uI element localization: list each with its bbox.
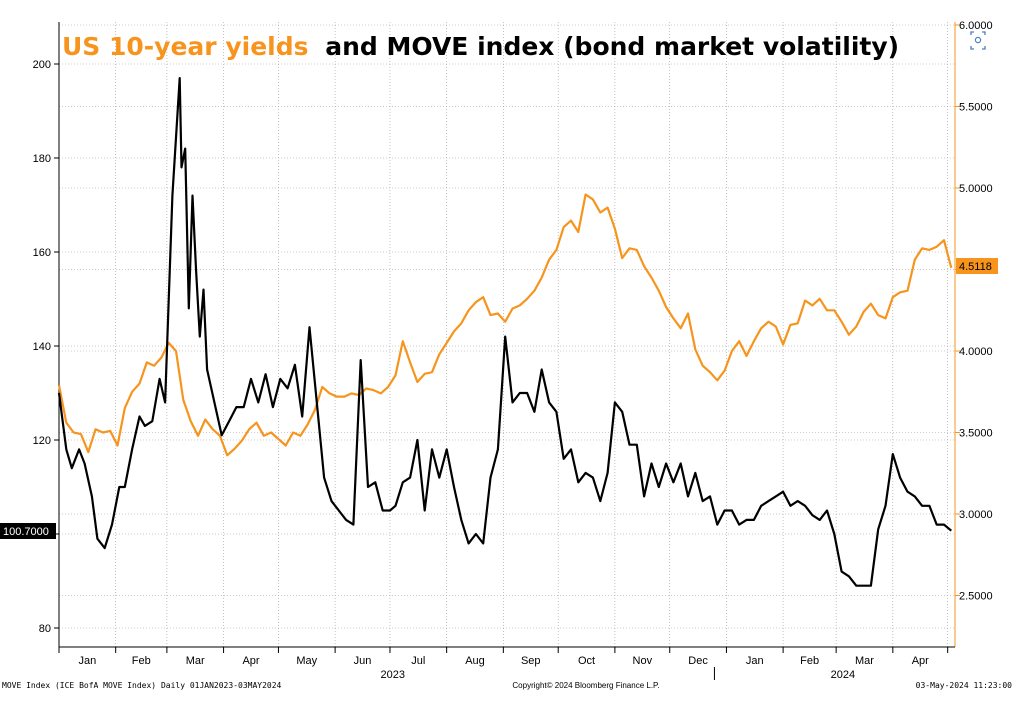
yield-series-line [57, 193, 953, 457]
footer-left: MOVE Index (ICE BofA MOVE Index) Daily 0… [2, 681, 282, 690]
x-month-label: Jul [411, 655, 425, 667]
title-highlight: US 10-year yields [62, 32, 309, 61]
x-month-label: Jan [78, 655, 96, 667]
gridlines [58, 22, 955, 647]
right-tick-label: 5.0000 [959, 183, 993, 195]
x-month-label: Apr [912, 655, 929, 667]
footer-center: Copyright© 2024 Bloomberg Finance L.P. [512, 681, 659, 690]
footer-right: 03-May-2024 11:23:00 [916, 681, 1013, 690]
left-tick-label: 80 [39, 623, 51, 635]
right-tick-label: 2.5000 [959, 591, 993, 603]
x-axis-ticks: Jan Feb Mar Apr May Jun Jul Aug Sep Oct Nov Dec Jan F… [58, 647, 949, 681]
move-series-line [57, 76, 953, 587]
right-tick-label: 3.5000 [959, 428, 993, 440]
x-month-label: Sep [521, 655, 541, 667]
yield-last-value-badge: 4.5118 [956, 258, 998, 274]
x-month-label: Nov [633, 655, 653, 667]
chart-title: US 10-year yields and MOVE index (bond m… [62, 32, 899, 61]
series-layer [57, 76, 953, 587]
x-month-label: Apr [242, 655, 259, 667]
x-month-label: Jan [746, 655, 764, 667]
x-month-label: Dec [688, 655, 708, 667]
left-axis-ticks: 80100120140160180200 [33, 59, 59, 635]
title-rest: and MOVE index (bond market volatility) [325, 32, 899, 61]
left-tick-label: 200 [33, 59, 51, 71]
x-year-label: 2023 [380, 669, 404, 681]
left-tick-label: 180 [33, 153, 51, 165]
x-month-label: Aug [465, 655, 485, 667]
x-month-label: Oct [578, 655, 595, 667]
x-month-label: Mar [855, 655, 874, 667]
right-tick-label: 6.0000 [959, 20, 993, 32]
yield-last-value: 4.5118 [959, 261, 992, 273]
x-month-label: Mar [186, 655, 205, 667]
x-month-label: Jun [354, 655, 372, 667]
x-month-label: May [296, 655, 317, 667]
left-tick-label: 160 [33, 247, 51, 259]
x-year-label: 2024 [831, 669, 855, 681]
right-tick-label: 3.0000 [959, 509, 993, 521]
move-last-value: 100.7000 [3, 526, 49, 538]
expand-icon[interactable] [966, 30, 990, 50]
left-tick-label: 140 [33, 341, 51, 353]
right-axis-ticks: 2.50003.00003.50004.00004.50005.00005.50… [955, 20, 993, 603]
x-month-label: Feb [800, 655, 819, 667]
move-last-value-badge: 100.7000 [0, 523, 56, 539]
x-month-label: Feb [132, 655, 151, 667]
right-tick-label: 4.0000 [959, 346, 993, 358]
left-tick-label: 120 [33, 435, 51, 447]
right-tick-label: 5.5000 [959, 102, 993, 114]
